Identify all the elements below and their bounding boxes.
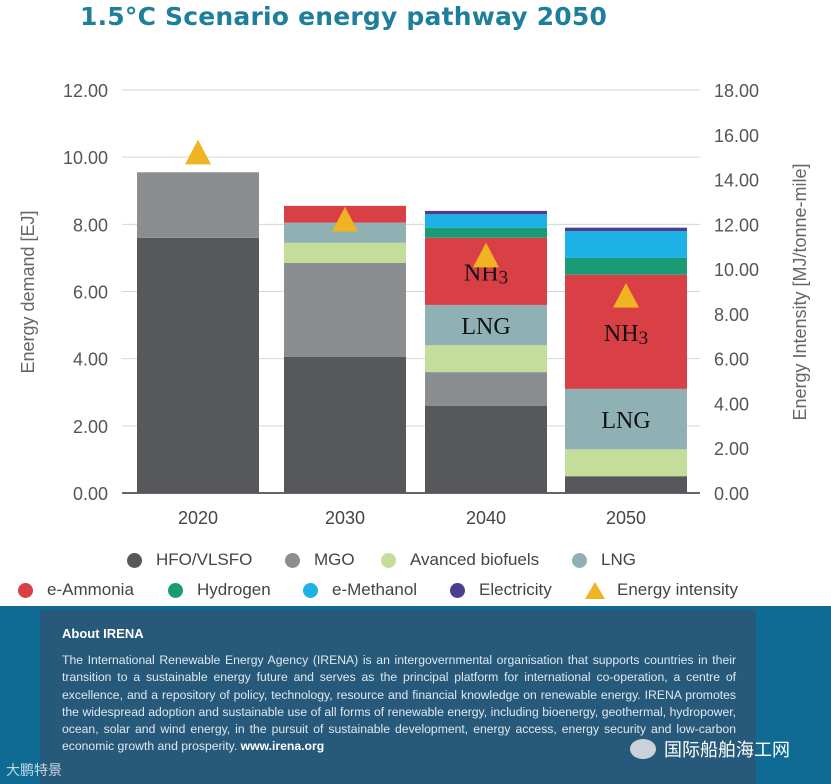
- bar-segment-mgo-2020: [137, 172, 259, 238]
- wechat-watermark: 国际船舶海工网: [630, 736, 790, 762]
- x-tick-label: 2050: [606, 508, 646, 528]
- legend-swatch-mgo: [285, 552, 300, 568]
- y-tick-label: 0.00: [73, 484, 108, 504]
- bar-label: LNG: [601, 408, 650, 434]
- bar-segment-hfo-vlsfo-2040: [425, 405, 547, 493]
- legend-item-lng: LNG: [572, 550, 636, 570]
- bar-label: LNG: [461, 314, 510, 340]
- legend-label-hfo: HFO/VLSFO: [156, 550, 253, 569]
- y-tick-label: 12.00: [63, 81, 108, 101]
- legend-label-biofuels: Avanced biofuels: [410, 550, 540, 569]
- triangle-icon: [585, 581, 605, 599]
- legend-swatch-electricity: [450, 582, 465, 598]
- legend-item-emethanol: e-Methanol: [303, 580, 417, 600]
- legend-swatch-eammonia: [18, 582, 33, 598]
- bar-segment-lng-2050: [565, 388, 687, 450]
- legend-label-electricity: Electricity: [479, 580, 552, 599]
- bar-segment-avanced-biofuels-2040: [425, 345, 547, 373]
- x-tick-label: 2030: [325, 508, 365, 528]
- y-axis-title: Energy demand [EJ]: [18, 210, 38, 373]
- legend-item-eammonia: e-Ammonia: [18, 580, 134, 600]
- about-url-link[interactable]: www.irena.org: [240, 739, 325, 754]
- energy-intensity-marker: [473, 242, 499, 268]
- bar-segment-hydrogen-2040: [425, 227, 547, 238]
- y-tick-label: 6.00: [73, 283, 108, 303]
- bar-segment-lng-2030: [284, 222, 406, 243]
- y2-tick-label: 10.00: [714, 260, 759, 280]
- legend-item-mgo: MGO: [285, 550, 355, 570]
- bar-segment-hfo-vlsfo-2020: [137, 237, 259, 493]
- legend-label-energy-intensity: Energy intensity: [617, 580, 738, 599]
- y2-tick-label: 2.00: [714, 439, 749, 459]
- bar-segment-electricity-2050: [565, 227, 687, 232]
- y-tick-label: 4.00: [73, 350, 108, 370]
- bar-segment-mgo-2040: [425, 372, 547, 406]
- y2-tick-label: 16.00: [714, 126, 759, 146]
- bar-segment-e-methanol-2050: [565, 231, 687, 258]
- bar-segment-hydrogen-2050: [565, 257, 687, 275]
- legend-swatch-biofuels: [381, 552, 396, 568]
- y2-tick-label: 18.00: [714, 81, 759, 101]
- y2-tick-label: 6.00: [714, 350, 749, 370]
- y2-tick-label: 4.00: [714, 394, 749, 414]
- x-tick-label: 2040: [466, 508, 506, 528]
- bar-segment-electricity-2040: [425, 210, 547, 215]
- bar-label: NH3: [604, 321, 648, 349]
- y2-axis-title: Energy Intensity [MJ/tonne-mile]: [790, 163, 810, 420]
- energy-intensity-marker: [613, 282, 639, 308]
- legend-item-hydrogen: Hydrogen: [168, 580, 271, 600]
- legend-swatch-lng: [572, 552, 587, 568]
- legend-swatch-hydrogen: [168, 582, 183, 598]
- y2-tick-label: 8.00: [714, 305, 749, 325]
- legend-label-emethanol: e-Methanol: [332, 580, 418, 599]
- y-tick-label: 2.00: [73, 417, 108, 437]
- wechat-icon: [630, 739, 656, 759]
- legend-item-electricity: Electricity: [450, 580, 552, 600]
- about-heading: About IRENA: [62, 626, 144, 641]
- y-tick-label: 10.00: [63, 148, 108, 168]
- energy-intensity-marker: [332, 206, 358, 232]
- legend-item-energy-intensity: Energy intensity: [585, 580, 738, 600]
- legend-label-eammonia: e-Ammonia: [47, 580, 134, 599]
- bar-segment-hfo-vlsfo-2050: [565, 476, 687, 493]
- about-body: The International Renewable Energy Agenc…: [62, 652, 736, 756]
- chart-title: 1.5°C Scenario energy pathway 2050: [80, 2, 608, 31]
- legend-item-biofuels: Avanced biofuels: [381, 550, 539, 570]
- y2-tick-label: 12.00: [714, 215, 759, 235]
- bar-segment-mgo-2030: [284, 262, 406, 357]
- bar-segment-hfo-vlsfo-2030: [284, 356, 406, 493]
- legend-swatch-emethanol: [303, 582, 318, 598]
- weibo-watermark: 大鹏特景: [6, 763, 62, 779]
- legend-label-mgo: MGO: [314, 550, 355, 569]
- bar-segment-lng-2040: [425, 304, 547, 346]
- legend-label-lng: LNG: [601, 550, 636, 569]
- legend-swatch-hfo: [127, 552, 142, 568]
- about-panel: About IRENA The International Renewable …: [40, 610, 756, 784]
- wechat-name: 国际船舶海工网: [664, 740, 790, 761]
- energy-intensity-marker: [185, 139, 211, 165]
- legend-item-hfo: HFO/VLSFO: [127, 550, 252, 570]
- bar-segment-avanced-biofuels-2050: [565, 449, 687, 477]
- bar-segment-e-methanol-2040: [425, 214, 547, 228]
- legend-label-hydrogen: Hydrogen: [197, 580, 271, 599]
- y2-tick-label: 0.00: [714, 484, 749, 504]
- x-tick-label: 2020: [178, 508, 218, 528]
- chart: 0.00 2.00 4.00 6.00 8.00 10.00 12.00 0.00 2.00 4.…: [18, 81, 810, 528]
- bar-segment-avanced-biofuels-2030: [284, 242, 406, 263]
- y-tick-label: 8.00: [73, 215, 108, 235]
- about-text: The International Renewable Energy Agenc…: [62, 653, 736, 754]
- y2-tick-label: 14.00: [714, 171, 759, 191]
